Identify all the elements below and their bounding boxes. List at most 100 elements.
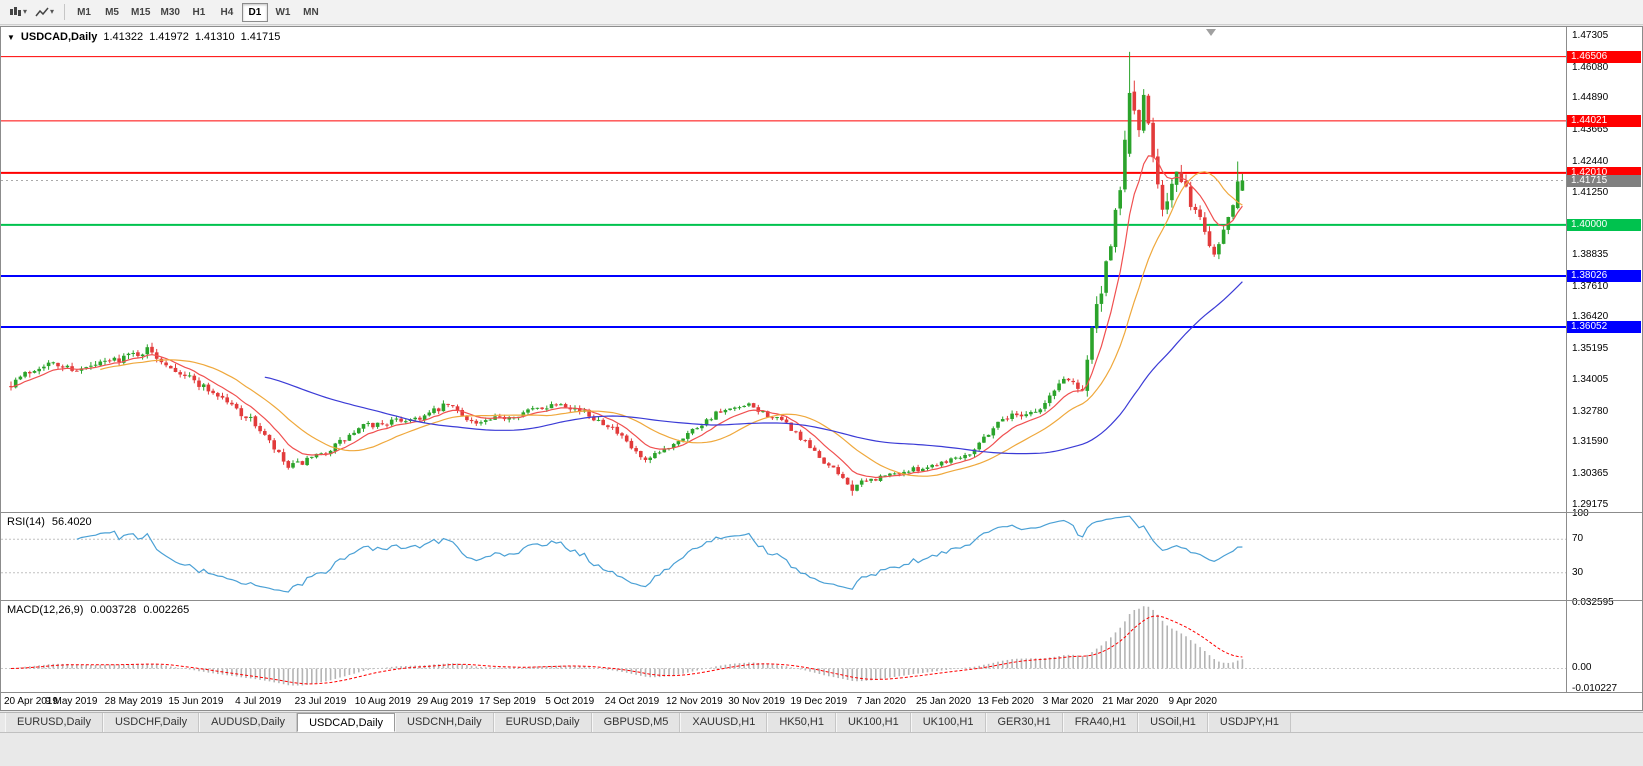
rsi-axis-label: 30 [1572, 566, 1584, 578]
time-axis-label: 15 Jun 2019 [168, 696, 224, 707]
chart-close-value: 1.41715 [240, 31, 281, 43]
chart-tab-bar: EURUSD,Daily USDCHF,Daily AUDUSD,Daily USDC… [0, 712, 1643, 733]
chart-tab-GBPUSD-M5[interactable]: GBPUSD,M5 [591, 713, 681, 732]
price-axis-label: 1.38835 [1572, 249, 1609, 260]
time-axis-label: 29 Aug 2019 [417, 696, 474, 707]
chart-tab-GER30-H1[interactable]: GER30,H1 [985, 713, 1063, 732]
hline-price-tag: 1.44021 [1567, 114, 1641, 127]
chart-tab-XAUUSD-H1[interactable]: XAUUSD,H1 [680, 713, 768, 732]
time-axis-label: 30 Nov 2019 [728, 696, 785, 707]
toolbar-separator [64, 4, 66, 20]
price-chart-plot[interactable] [1, 27, 1566, 512]
macd-signal-value: 0.002265 [143, 604, 190, 616]
price-axis-label: 1.31590 [1572, 436, 1609, 448]
price-axis-label: 1.46080 [1572, 61, 1609, 73]
time-axis-label: 3 Mar 2020 [1042, 696, 1094, 707]
chevron-down-icon: ▾ [23, 7, 28, 16]
price-axis-label: 1.37610 [1572, 280, 1609, 292]
timeframe-button-M5[interactable]: M5 [105, 6, 119, 18]
chart-low-value: 1.41310 [194, 31, 235, 43]
rsi-value: 56.4020 [51, 516, 92, 528]
price-axis-label: 1.34005 [1572, 373, 1609, 385]
time-axis-label: 24 Oct 2019 [604, 696, 660, 707]
time-axis-label: 10 Aug 2019 [354, 696, 411, 707]
line-chart-icon [35, 7, 49, 17]
panel-separator[interactable] [1, 600, 1642, 601]
price-axis-label: 1.47305 [1572, 29, 1609, 41]
rsi-name: RSI(14) [7, 516, 45, 528]
hline-price-tag: 1.46506 [1567, 50, 1641, 63]
time-axis-label: 9 May 2019 [45, 696, 98, 707]
chart-tab-UK100-H1[interactable]: UK100,H1 [910, 713, 986, 732]
timeframe-button-M1[interactable]: M1 [77, 6, 91, 18]
time-axis-label: 13 Feb 2020 [977, 696, 1034, 707]
time-axis-label: 7 Jan 2020 [856, 696, 906, 707]
time-axis-label: 28 May 2019 [104, 696, 163, 707]
time-axis-label: 4 Jul 2019 [235, 696, 282, 707]
price-axis-label: 1.32780 [1572, 405, 1609, 417]
timeframe-button-D1[interactable]: D1 [241, 2, 268, 22]
time-axis-label: 17 Sep 2019 [479, 696, 536, 707]
price-axis-label: 1.44890 [1572, 92, 1609, 104]
timeframe-button-MN[interactable]: MN [303, 6, 319, 18]
rsi-label: RSI(14) 56.4020 [7, 516, 92, 528]
chart-tab-USDCHF-Daily[interactable]: USDCHF,Daily [102, 713, 200, 732]
chart-window: ▼ USDCAD,Daily 1.41322 1.41972 1.41310 1… [0, 26, 1643, 711]
chart-tools-button[interactable]: ▾ [31, 2, 58, 22]
timeframe-toolbar: M1 M5 M15 M30 H1 H4 D1 W1 MN [71, 2, 324, 22]
chart-menu-icon[interactable]: ▼ [7, 32, 15, 42]
time-axis-label: 21 Mar 2020 [1102, 696, 1159, 707]
chart-tab-USDCNH-Daily[interactable]: USDCNH,Daily [395, 713, 494, 732]
rsi-axis[interactable]: 100 70 30 [1566, 508, 1642, 600]
chart-tab-USDCAD-Daily[interactable]: USDCAD,Daily [297, 713, 396, 732]
hline-price-tag: 1.36052 [1567, 321, 1641, 333]
macd-label: MACD(12,26,9) 0.003728 0.002265 [7, 604, 189, 616]
rsi-plot[interactable] [1, 513, 1566, 600]
macd-axis[interactable]: 0.032595 0.00 -0.010227 [1566, 597, 1642, 694]
current-price-tag: 1.41715 [1567, 174, 1641, 187]
time-axis-label: 23 Jul 2019 [294, 696, 347, 707]
top-toolbar: ▾ ▾ M1 M5 M15 M30 H1 H4 D1 W1 MN [0, 0, 1643, 25]
price-axis-label: 1.36420 [1572, 311, 1609, 323]
time-axis-label: 9 Apr 2020 [1168, 696, 1217, 707]
timeframe-button-M15[interactable]: M15 [131, 6, 151, 18]
macd-axis-label: -0.010227 [1572, 683, 1618, 694]
chart-tab-AUDUSD-Daily[interactable]: AUDUSD,Daily [199, 713, 298, 732]
macd-name: MACD(12,26,9) [7, 604, 84, 616]
timeframe-button-W1[interactable]: W1 [275, 6, 291, 18]
hline-price-tag: 1.38026 [1567, 269, 1641, 282]
macd-axis-label: 0.00 [1572, 662, 1592, 674]
time-axis-label: 5 Oct 2019 [545, 696, 595, 707]
time-axis[interactable]: 20 Apr 2019 9 May 2019 28 May 2019 15 Jun 2… [1, 693, 1642, 710]
chart-type-button[interactable]: ▾ [4, 2, 31, 22]
time-axis-label: 12 Nov 2019 [665, 696, 723, 707]
panel-separator [1, 692, 1642, 693]
chart-high-value: 1.41972 [149, 31, 189, 43]
timeframe-button-H1[interactable]: H1 [192, 6, 206, 18]
chart-tab-USDJPY-H1[interactable]: USDJPY,H1 [1207, 713, 1292, 732]
price-axis-label: 1.41250 [1572, 186, 1609, 198]
chart-tab-UK100-H1[interactable]: UK100,H1 [835, 713, 911, 732]
rsi-axis-label: 70 [1572, 533, 1584, 545]
time-axis-label: 19 Dec 2019 [790, 696, 848, 707]
chart-title: ▼ USDCAD,Daily 1.41322 1.41972 1.41310 1… [7, 31, 280, 43]
price-axis-label: 1.30365 [1572, 468, 1609, 480]
price-axis-label: 1.43665 [1572, 124, 1609, 136]
price-axis[interactable]: 1.47305 1.46080 1.44890 1.43665 1.42440 1.412… [1566, 27, 1642, 512]
timeframe-button-M30[interactable]: M30 [160, 6, 180, 18]
panel-separator[interactable] [1, 512, 1642, 513]
chart-tab-EURUSD-Daily[interactable]: EURUSD,Daily [5, 713, 103, 732]
time-axis-label: 20 Apr 2019 [4, 696, 58, 707]
chart-tab-HK50-H1[interactable]: HK50,H1 [767, 713, 836, 732]
chart-tab-USOil-H1[interactable]: USOil,H1 [1138, 713, 1208, 732]
timeframe-button-H4[interactable]: H4 [220, 6, 234, 18]
chart-tab-EURUSD-Daily[interactable]: EURUSD,Daily [493, 713, 592, 732]
price-axis-label: 1.42440 [1572, 155, 1609, 167]
macd-plot[interactable] [1, 601, 1566, 692]
chart-tab-FRA40-H1[interactable]: FRA40,H1 [1062, 713, 1139, 732]
macd-axis-label: 0.032595 [1572, 597, 1614, 608]
macd-main-value: 0.003728 [90, 604, 137, 616]
candlestick-chart-icon [10, 7, 21, 16]
chevron-down-icon: ▾ [50, 7, 55, 16]
